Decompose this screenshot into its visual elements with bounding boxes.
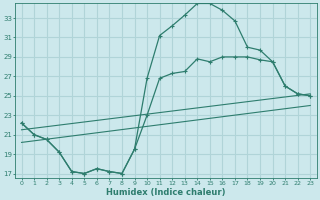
X-axis label: Humidex (Indice chaleur): Humidex (Indice chaleur) bbox=[106, 188, 226, 197]
